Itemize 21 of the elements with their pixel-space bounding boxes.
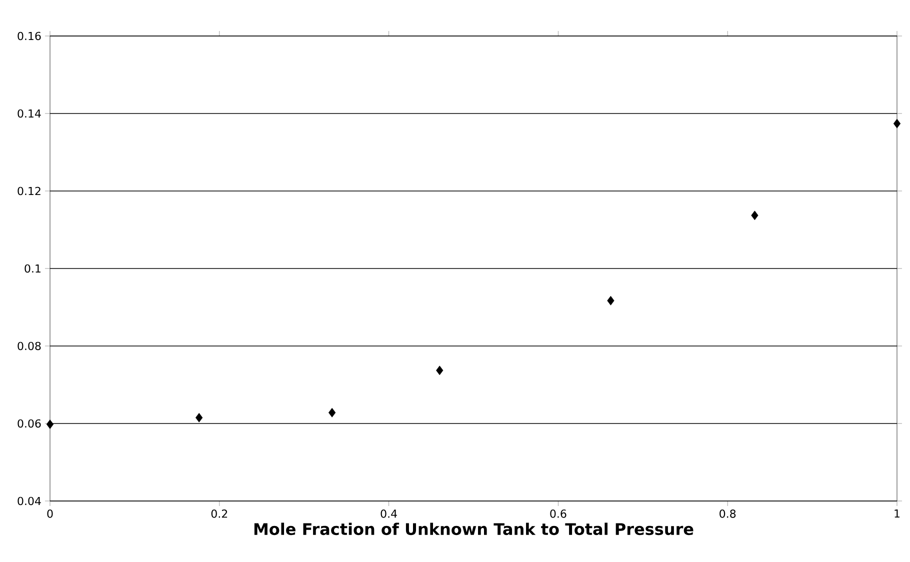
- x-tick-label: 0: [47, 510, 53, 518]
- x-tick-label: 0.4: [380, 510, 397, 518]
- point: [893, 118, 901, 128]
- point: [607, 296, 614, 306]
- y-tick-label: 0.08: [18, 342, 41, 350]
- x-tick-label: 0.2: [211, 510, 228, 518]
- y-tick-label: 0.14: [18, 109, 41, 118]
- point: [46, 420, 54, 429]
- x-tick-label: 0.8: [720, 510, 736, 518]
- y-tick-label: 0.06: [18, 419, 41, 428]
- y-tick-label: 0.1: [24, 264, 40, 273]
- point: [196, 412, 203, 422]
- y-tick-label: 0.16: [18, 32, 41, 40]
- point: [328, 408, 336, 418]
- y-tick-label: 0.04: [18, 496, 41, 506]
- x-tick-label: 1: [894, 510, 900, 518]
- x-tick-label: 0.6: [550, 510, 566, 518]
- y-tick-label: 0.12: [18, 186, 40, 196]
- point: [436, 366, 444, 376]
- x-axis-title: Mole Fraction of Unknown Tank to Total Pressure: [254, 522, 694, 536]
- point: [751, 210, 758, 220]
